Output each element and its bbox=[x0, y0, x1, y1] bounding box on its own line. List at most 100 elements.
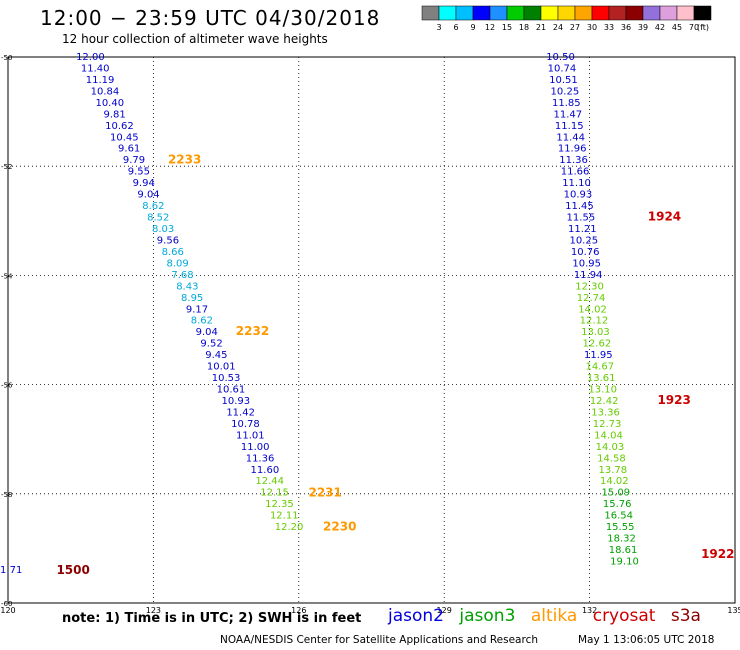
color-scale-label: 3 bbox=[436, 23, 441, 32]
pass-number-label: 1923 bbox=[657, 393, 690, 407]
wave-height-label: 12.44 bbox=[255, 476, 284, 487]
color-scale-swatch bbox=[659, 5, 678, 21]
wave-height-label: 12.30 bbox=[575, 281, 604, 292]
wave-height-label: 10.25 bbox=[551, 86, 580, 97]
wave-height-label: 11.45 bbox=[565, 201, 594, 212]
wave-height-label: 8.62 bbox=[142, 201, 164, 212]
color-scale-swatch bbox=[693, 5, 712, 21]
wave-height-label: 13.78 bbox=[599, 465, 628, 476]
wave-height-label: 9.81 bbox=[103, 109, 125, 120]
color-scale-label: 21 bbox=[536, 23, 546, 32]
wave-height-label: 11.85 bbox=[552, 98, 581, 109]
wave-height-label: 10.51 bbox=[549, 75, 578, 86]
wave-height-label: 16.54 bbox=[604, 511, 633, 522]
page-subtitle: 12 hour collection of altimeter wave hei… bbox=[62, 32, 328, 46]
legend-jason3: jason3 bbox=[459, 606, 516, 626]
wave-height-label: 11.44 bbox=[556, 132, 585, 143]
wave-height-label: 9.55 bbox=[128, 167, 150, 178]
wave-height-label: 15.09 bbox=[601, 488, 630, 499]
color-scale-label: 9 bbox=[470, 23, 475, 32]
x-tick-label: 132 bbox=[582, 606, 597, 615]
wave-height-label: 11.21 bbox=[568, 224, 597, 235]
color-scale-swatch bbox=[421, 5, 440, 21]
x-tick-label: 120 bbox=[0, 606, 15, 615]
wave-height-label: 18.61 bbox=[609, 545, 638, 556]
wave-height-label: 11.36 bbox=[246, 453, 275, 464]
legend-cryosat: cryosat bbox=[592, 606, 656, 626]
color-scale-label: 39 bbox=[638, 23, 648, 32]
wave-height-label: 10.95 bbox=[572, 258, 601, 269]
wave-height-label: 14.03 bbox=[596, 442, 625, 453]
wave-height-label: 10.40 bbox=[95, 98, 124, 109]
pass-number-label: 2233 bbox=[168, 153, 201, 167]
wave-height-label: 12.62 bbox=[583, 339, 612, 350]
color-scale-swatch bbox=[625, 5, 644, 21]
wave-height-label: 11.00 bbox=[241, 442, 270, 453]
legend-s3a: s3a bbox=[670, 606, 701, 626]
pass-number-label: 2230 bbox=[323, 520, 356, 534]
wave-height-label: 12.73 bbox=[593, 419, 622, 430]
color-scale-label: 15 bbox=[502, 23, 512, 32]
page-title: 12:00 − 23:59 UTC 04/30/2018 bbox=[40, 6, 381, 30]
wave-height-label: 10.01 bbox=[207, 362, 236, 373]
wave-height-label: 8.03 bbox=[152, 224, 174, 235]
color-scale-swatch bbox=[438, 5, 457, 21]
wave-height-label: 10.84 bbox=[91, 86, 120, 97]
wave-height-label: 8.66 bbox=[162, 247, 184, 258]
satellite-legend: jason2 jason3 altika cryosat s3a bbox=[388, 606, 711, 626]
wave-height-label: 12.11 bbox=[270, 511, 299, 522]
wave-height-label: 11.60 bbox=[251, 465, 280, 476]
wave-height-label: 11.55 bbox=[567, 213, 596, 224]
y-tick-label: -56 bbox=[1, 382, 13, 390]
wave-height-label: 19.10 bbox=[610, 557, 639, 568]
color-scale-swatch bbox=[574, 5, 593, 21]
wave-height-label: 13.61 bbox=[587, 373, 616, 384]
wave-height-label: 8.43 bbox=[176, 281, 198, 292]
wave-height-label: 12.15 bbox=[260, 488, 289, 499]
color-scale-label: 6 bbox=[453, 23, 458, 32]
wave-height-label: 9.52 bbox=[200, 339, 222, 350]
wave-height-label: 11.40 bbox=[81, 63, 110, 74]
wave-height-label: 9.61 bbox=[118, 144, 140, 155]
wave-height-label: 8.52 bbox=[147, 213, 169, 224]
wave-height-label: 8.09 bbox=[167, 258, 189, 269]
color-scale-label: 24 bbox=[553, 23, 563, 32]
pass-number-label: 1500 bbox=[56, 563, 89, 577]
color-scale-label: 30 bbox=[587, 23, 597, 32]
wave-height-label: 12.35 bbox=[265, 499, 294, 510]
wave-height-label: 11.71 bbox=[0, 565, 22, 576]
wave-height-label: 11.42 bbox=[226, 407, 255, 418]
wave-height-label: 11.36 bbox=[559, 155, 588, 166]
wave-height-label: 12.12 bbox=[580, 316, 609, 327]
color-scale-swatch bbox=[642, 5, 661, 21]
color-scale-swatch bbox=[557, 5, 576, 21]
wave-height-label: 12.20 bbox=[275, 522, 304, 533]
y-tick-label: -50 bbox=[1, 54, 12, 62]
wave-height-label: 9.17 bbox=[186, 304, 208, 315]
color-scale-label: 18 bbox=[519, 23, 529, 32]
wave-height-label: 8.95 bbox=[181, 293, 203, 304]
wave-height-label: 12.00 bbox=[76, 52, 105, 63]
legend-altika: altika bbox=[530, 606, 578, 626]
wave-height-label: 11.96 bbox=[558, 144, 587, 155]
wave-height-label: 9.45 bbox=[205, 350, 227, 361]
wave-height-label: 12.74 bbox=[577, 293, 606, 304]
wave-height-label: 10.76 bbox=[571, 247, 600, 258]
wave-height-label: 12.42 bbox=[590, 396, 619, 407]
wave-height-label: 11.15 bbox=[555, 121, 584, 132]
wave-height-label: 10.93 bbox=[221, 396, 250, 407]
pass-number-label: 1922 bbox=[701, 547, 734, 561]
color-scale-swatch bbox=[506, 5, 525, 21]
wave-height-label: 10.53 bbox=[212, 373, 241, 384]
wave-height-label: 11.66 bbox=[561, 167, 590, 178]
color-scale-swatch bbox=[676, 5, 695, 21]
wave-height-label: 13.03 bbox=[581, 327, 610, 338]
wave-height-label: 14.02 bbox=[600, 476, 629, 487]
wave-height-label: 11.47 bbox=[553, 109, 582, 120]
color-scale-label: 36 bbox=[621, 23, 631, 32]
wave-height-label: 10.45 bbox=[110, 132, 139, 143]
wave-height-label: 11.10 bbox=[562, 178, 591, 189]
wave-height-label: 9.56 bbox=[157, 235, 179, 246]
x-tick-label: 129 bbox=[437, 606, 452, 615]
color-scale-label: 70 bbox=[689, 23, 699, 32]
